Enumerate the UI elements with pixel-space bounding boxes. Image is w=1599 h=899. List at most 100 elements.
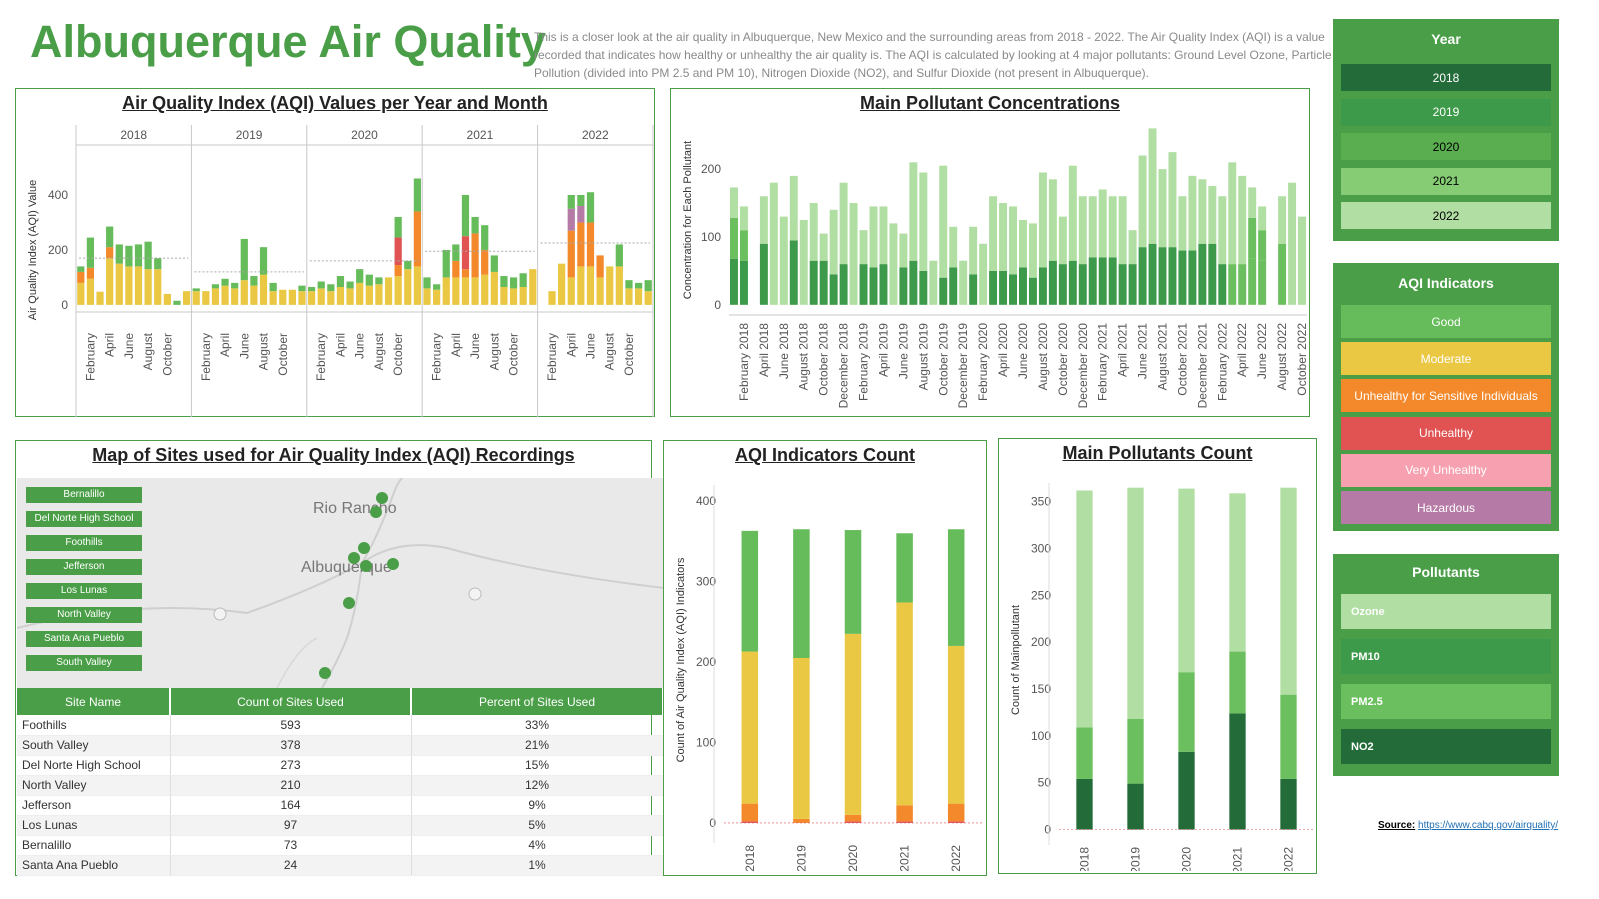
aqi-filter-good[interactable]: Good	[1341, 305, 1551, 338]
aqi-month-bar-segment	[298, 285, 306, 292]
aqi-month-bar-segment	[231, 282, 239, 289]
pollutant-bar-segment	[1198, 243, 1207, 305]
table-row[interactable]: Jefferson 164 9%	[17, 795, 664, 816]
pollutant-bar-segment	[1278, 243, 1287, 305]
site-marker[interactable]	[360, 560, 372, 572]
pollutant-bar-segment	[899, 233, 908, 268]
x-tick-label: 2019	[1129, 847, 1143, 871]
x-tick-label: 2020	[846, 845, 860, 872]
header-count[interactable]: Count of Sites Used	[170, 688, 412, 715]
site-button-jefferson[interactable]: Jefferson	[26, 559, 142, 575]
count-bar-segment	[741, 530, 759, 652]
count-bar-segment	[1178, 488, 1195, 673]
pollutant-bar-segment	[1248, 187, 1257, 218]
pollutant-bar-segment	[739, 260, 748, 305]
year-filter-2020[interactable]: 2020	[1341, 133, 1551, 160]
site-percent-cell: 21%	[411, 735, 664, 756]
site-percent-cell: 9%	[411, 795, 664, 816]
y-tick-label: 100	[696, 735, 716, 749]
pollutant-bar-segment	[919, 270, 928, 305]
header-site-name[interactable]: Site Name	[17, 688, 171, 715]
table-row[interactable]: Foothills 593 33%	[17, 715, 664, 736]
aqi-month-bar-segment	[529, 269, 537, 305]
pollutant-bar-segment	[1248, 258, 1257, 305]
table-row[interactable]: North Valley 210 12%	[17, 775, 664, 796]
pollutant-bar-segment	[1208, 243, 1217, 305]
aqi-month-bar-segment	[615, 266, 623, 305]
aqi-filter-very-unhealthy[interactable]: Very Unhealthy	[1341, 453, 1551, 487]
site-button-los-lunas[interactable]: Los Lunas	[26, 583, 142, 599]
site-marker[interactable]	[370, 506, 382, 518]
year-filter-2022[interactable]: 2022	[1341, 202, 1551, 229]
aqi-filter-unhealthy[interactable]: Unhealthy	[1341, 416, 1551, 450]
count-bar-segment	[947, 803, 965, 822]
header-percent[interactable]: Percent of Sites Used	[411, 688, 664, 715]
site-button-north-valley[interactable]: North Valley	[26, 607, 142, 623]
year-filter-2021[interactable]: 2021	[1341, 167, 1551, 195]
x-tick-label: 2022	[1282, 847, 1296, 871]
pollutant-filter-no2[interactable]: NO2	[1341, 729, 1551, 764]
table-row[interactable]: South Valley 378 21%	[17, 735, 664, 756]
aqi-month-bar-segment	[250, 276, 258, 286]
site-button-del-norte[interactable]: Del Norte High School	[26, 511, 142, 527]
y-tick-label: 100	[701, 230, 721, 244]
aqi-month-bar-segment	[558, 263, 566, 305]
pollutant-bar-segment	[969, 274, 978, 305]
year-filter-title: Year	[1431, 31, 1461, 47]
pollutant-bar-segment	[1218, 264, 1227, 305]
table-row[interactable]: Los Lunas 97 5%	[17, 815, 664, 836]
pollutant-filter-ozone[interactable]: Ozone	[1341, 594, 1551, 629]
aqi-month-bar-segment	[461, 194, 470, 237]
pollutant-bar-segment	[809, 203, 818, 261]
aqi-month-bar-segment	[452, 244, 460, 261]
aqi-month-bar-segment	[577, 205, 585, 223]
year-filter-2019[interactable]: 2019	[1341, 98, 1551, 126]
aqi-month-bar-segment	[202, 291, 210, 305]
aqi-month-bar-segment	[240, 280, 248, 305]
site-count-cell: 378	[170, 735, 412, 756]
pollutant-bar-segment	[799, 220, 808, 305]
site-button-santa-ana[interactable]: Santa Ana Pueblo	[26, 631, 142, 647]
pollutant-bar-segment	[1048, 260, 1057, 305]
aqi-month-bar-segment	[567, 194, 575, 209]
count-bar-segment	[1280, 487, 1297, 695]
pollutant-filter-pm10[interactable]: PM10	[1341, 639, 1551, 674]
aqi-filter-hazardous[interactable]: Hazardous	[1341, 491, 1551, 524]
table-row[interactable]: Del Norte High School 273 15%	[17, 755, 664, 776]
pollutant-filter-pm2-5[interactable]: PM2.5	[1341, 684, 1551, 719]
table-row[interactable]: Bernalillo 73 4%	[17, 835, 664, 856]
aqi-month-bar-segment	[279, 289, 287, 305]
sites-map[interactable]: Rio Rancho Albuquerque Bernalillo Del No…	[17, 478, 664, 688]
site-button-south-valley[interactable]: South Valley	[26, 655, 142, 671]
site-marker[interactable]	[343, 597, 355, 609]
year-filter-2018[interactable]: 2018	[1341, 64, 1551, 91]
y-axis-label: Count of Air Quality Index (AQI) Indicat…	[675, 557, 687, 762]
x-tick-label: 2020	[1180, 847, 1194, 871]
count-bar-segment	[1076, 490, 1093, 728]
pollutant-bar-segment	[1138, 155, 1147, 248]
aqi-month-bar-segment	[163, 293, 171, 305]
site-name-cell: South Valley	[17, 735, 171, 756]
aqi-month-bar-segment	[375, 284, 383, 305]
site-button-bernalillo[interactable]: Bernalillo	[26, 487, 142, 503]
x-tick-label: June 2019	[896, 323, 910, 379]
pollutant-bar-segment	[1298, 216, 1306, 305]
table-row[interactable]: Santa Ana Pueblo 24 1%	[17, 855, 664, 876]
site-marker[interactable]	[358, 542, 370, 554]
site-count-cell: 164	[170, 795, 412, 816]
aqi-month-bar-segment	[269, 282, 277, 292]
site-percent-cell: 5%	[411, 815, 664, 836]
x-tick-label: June	[583, 333, 597, 359]
aqi-filter-moderate[interactable]: Moderate	[1341, 342, 1551, 376]
site-marker[interactable]	[387, 558, 399, 570]
count-bar-segment	[1127, 487, 1144, 719]
x-tick-label: October 2021	[1175, 323, 1189, 396]
site-button-foothills[interactable]: Foothills	[26, 535, 142, 551]
source-link[interactable]: https://www.cabq.gov/airquality/	[1418, 820, 1559, 831]
x-tick-label: April	[103, 333, 117, 357]
site-marker[interactable]	[319, 667, 331, 679]
site-marker[interactable]	[348, 552, 360, 564]
y-tick-label: 200	[701, 162, 721, 176]
aqi-filter-unhealthy-for-sensitive-individuals[interactable]: Unhealthy for Sensitive Individuals	[1341, 379, 1551, 413]
site-marker[interactable]	[376, 492, 388, 504]
